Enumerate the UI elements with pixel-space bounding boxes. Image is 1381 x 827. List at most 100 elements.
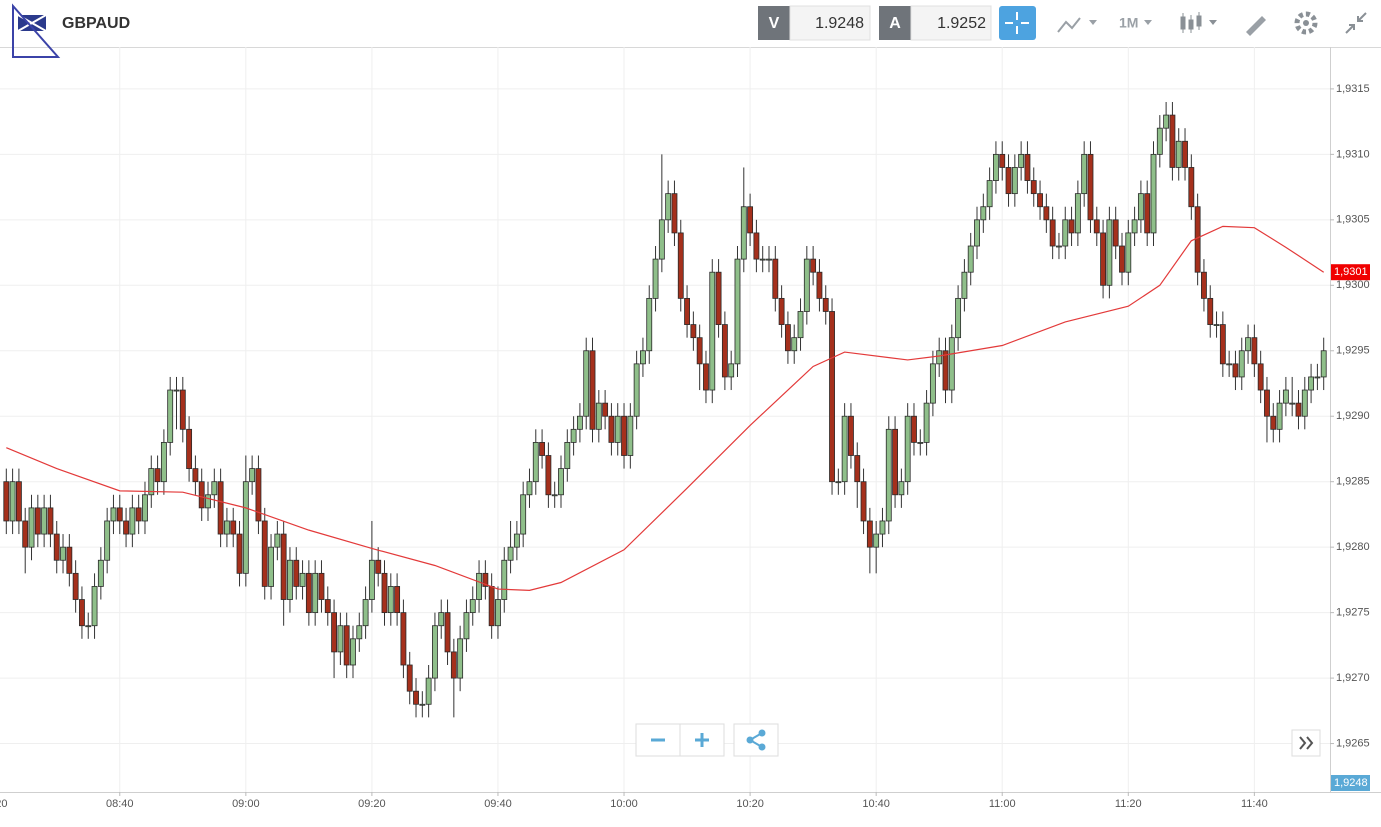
price-label: 1,9248 (1334, 777, 1368, 789)
candle-body (1081, 153, 1088, 195)
candle-body (1207, 297, 1214, 325)
candle-body (15, 481, 22, 522)
candle-body (734, 258, 741, 365)
candle-body (242, 481, 249, 574)
candle-body (507, 546, 514, 561)
candle-body (879, 520, 886, 535)
candle-body (658, 219, 665, 260)
x-tick-label: 09:20 (358, 798, 386, 810)
candle-body (740, 206, 747, 260)
candle-body (999, 153, 1006, 168)
candle-body (350, 638, 356, 666)
candle-body (1156, 127, 1163, 155)
collapse-button[interactable] (1345, 12, 1367, 34)
y-tick-label: 1,9305 (1336, 214, 1370, 226)
chart-type-button[interactable] (1057, 17, 1097, 33)
candle-body (356, 625, 363, 640)
candle-body (955, 297, 962, 339)
candle-body (1125, 232, 1132, 273)
candle-body (173, 389, 180, 392)
timeframe[interactable]: 1M (1119, 15, 1138, 31)
candle-body (1238, 350, 1245, 378)
candle-body (829, 311, 835, 483)
candle-body (948, 337, 955, 391)
crosshair-button[interactable] (999, 6, 1036, 40)
candle-body (1219, 324, 1226, 365)
bid-button[interactable] (758, 6, 790, 40)
candle-body (469, 599, 476, 614)
candle-body (1301, 389, 1308, 417)
candle-body (520, 494, 527, 535)
candle-body (387, 586, 394, 614)
candle-body (79, 599, 85, 627)
candle-body (261, 520, 268, 587)
candle-body (1289, 402, 1296, 405)
candle-body (1131, 219, 1138, 234)
candle-body (1163, 114, 1170, 129)
price-label-box (1331, 775, 1370, 791)
candle-body (425, 677, 432, 705)
candle-body (677, 232, 684, 299)
candle-body (47, 507, 54, 535)
candle-body (142, 494, 148, 522)
candle-body (1270, 415, 1277, 430)
candle-body (747, 206, 754, 234)
candle-body (53, 533, 60, 561)
candle-body (810, 258, 817, 273)
candle-body (545, 455, 552, 496)
candle-body (488, 586, 495, 627)
candle-body (778, 297, 785, 325)
ask-button[interactable] (879, 6, 911, 40)
candle-body (1100, 232, 1107, 286)
candle-body (293, 559, 300, 587)
share[interactable] (733, 723, 779, 757)
candle-body (1226, 363, 1233, 366)
candle-body (1074, 193, 1081, 234)
candle-body (753, 232, 760, 260)
candle-body (457, 638, 464, 679)
x-tick-label: 09:40 (484, 798, 512, 810)
candle-body (1245, 337, 1251, 352)
candle-style-button[interactable] (1180, 12, 1217, 33)
candle-body (501, 559, 508, 600)
ask-price: 1.9252 (937, 15, 986, 32)
candle-body (444, 612, 451, 653)
bid-label: V (769, 15, 780, 32)
moving-average (6, 225, 1325, 591)
candle-body (684, 297, 690, 325)
candle-body (299, 572, 306, 587)
y-tick-label: 1,9290 (1336, 410, 1370, 422)
candle-body (595, 402, 602, 430)
candle-body (564, 442, 571, 469)
candle-body (671, 193, 678, 234)
y-tick-label: 1,9270 (1336, 672, 1370, 684)
candle-body (835, 481, 842, 484)
candle-body (967, 245, 974, 273)
candle-body (1314, 376, 1321, 379)
draw-button[interactable] (1246, 16, 1266, 36)
candle-body (123, 520, 129, 535)
candle-body (551, 494, 558, 497)
candle-body (3, 481, 10, 522)
candle-body (784, 324, 791, 352)
x-tick-label: 08:20 (0, 798, 7, 810)
y-tick-label: 1,9300 (1336, 279, 1370, 291)
candle-body (911, 415, 917, 443)
settings-button[interactable] (1294, 11, 1318, 35)
candle-body (368, 559, 375, 600)
ask-box (910, 5, 992, 41)
candle-body (343, 625, 350, 666)
candle-body (728, 363, 735, 378)
candle-body (22, 520, 29, 548)
candle-body (450, 651, 457, 679)
candle-body (419, 703, 426, 706)
x-tick-label: 10:40 (862, 798, 890, 810)
candle-body (703, 363, 709, 391)
candle-body (1005, 167, 1012, 195)
candle-body (974, 219, 980, 247)
candle-body (721, 324, 728, 378)
candle-body (854, 455, 861, 483)
candle-body (255, 468, 262, 522)
candle-body (179, 389, 186, 430)
